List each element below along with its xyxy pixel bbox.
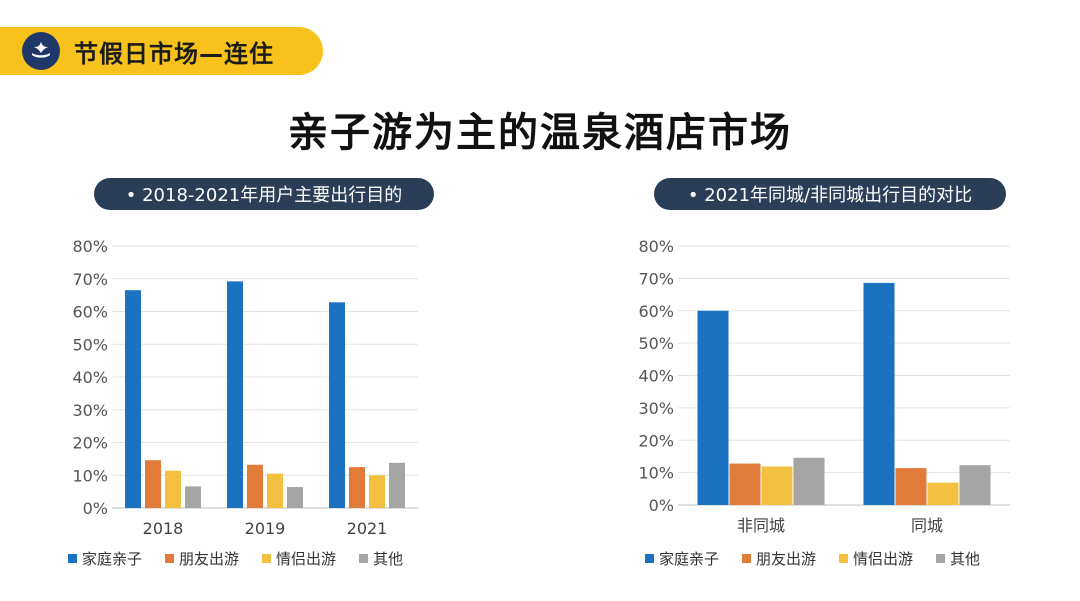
logo-icon <box>22 32 60 70</box>
bar: 情侣出游 2019: 10.5% <box>267 473 283 508</box>
y-tick-label: 60% <box>72 303 108 322</box>
bar: 朋友出游 同城: 11.4% <box>895 468 927 505</box>
legend-label: 其他 <box>373 550 404 568</box>
x-tick-label: 2021 <box>347 519 388 536</box>
legend-label: 朋友出游 <box>179 550 240 568</box>
bar: 家庭亲子 2021: 62.8% <box>329 302 345 508</box>
y-tick-label: 80% <box>72 237 108 256</box>
legend-item: 情侣出游 <box>262 548 336 569</box>
legend-item: 朋友出游 <box>742 548 816 569</box>
bar: 朋友出游 2019: 13.2% <box>247 464 263 508</box>
bar: 朋友出游 非同城: 12.8% <box>729 463 761 505</box>
legend-swatch <box>165 554 175 563</box>
legend-item: 其他 <box>936 548 980 569</box>
bar: 其他 非同城: 14.6% <box>793 457 825 505</box>
bar: 情侣出游 同城: 6.9% <box>927 482 959 505</box>
bar: 朋友出游 2018: 14.6% <box>145 460 161 508</box>
y-tick-label: 0% <box>83 499 108 518</box>
bar: 其他 2019: 6.4% <box>287 487 303 508</box>
y-tick-label: 60% <box>638 302 674 321</box>
legend-swatch <box>262 554 272 563</box>
legend-item: 情侣出游 <box>839 548 913 569</box>
bar: 家庭亲子 2018: 66.5% <box>125 290 141 508</box>
bar: 其他 2021: 13.8% <box>389 462 405 508</box>
chart-title-left: • 2018-2021年用户主要出行目的 <box>94 178 434 210</box>
bar: 情侣出游 2018: 11.4% <box>165 470 181 508</box>
x-tick-label: 2018 <box>143 519 184 536</box>
legend-swatch <box>742 554 752 563</box>
legend-item: 其他 <box>359 548 403 569</box>
section-tag: 节假日市场—连住 <box>0 27 323 75</box>
legend-label: 家庭亲子 <box>659 550 720 568</box>
y-tick-label: 50% <box>638 334 674 353</box>
page-title: 亲子游为主的温泉酒店市场 <box>288 110 792 156</box>
bar: 朋友出游 2021: 12.5% <box>349 467 365 508</box>
y-tick-label: 20% <box>638 431 674 450</box>
legend-label: 情侣出游 <box>853 550 914 568</box>
y-tick-label: 50% <box>72 335 108 354</box>
y-tick-label: 20% <box>72 434 108 453</box>
legend-item: 家庭亲子 <box>645 548 719 569</box>
y-tick-label: 40% <box>638 367 674 386</box>
y-tick-label: 70% <box>72 270 108 289</box>
bar: 情侣出游 2021: 10% <box>369 475 385 508</box>
legend-swatch <box>936 554 946 563</box>
y-tick-label: 0% <box>649 496 674 515</box>
bar-chart-right: 0%10%20%30%40%50%60%70%80%家庭亲子 非同城: 60%朋… <box>638 237 1010 535</box>
x-tick-label: 非同城 <box>737 516 785 535</box>
chart-title-right: • 2021年同城/非同城出行目的对比 <box>654 178 1006 210</box>
bar: 其他 2018: 6.6% <box>185 486 201 508</box>
legend-left: 家庭亲子 朋友出游 情侣出游 其他 <box>68 548 426 569</box>
bar: 家庭亲子 同城: 68.6% <box>863 282 895 505</box>
legend-label: 朋友出游 <box>756 550 817 568</box>
legend-swatch <box>68 554 77 563</box>
legend-label: 其他 <box>950 550 981 568</box>
bar: 其他 同城: 12.3% <box>959 465 991 505</box>
legend-swatch <box>359 554 369 563</box>
section-tag-label: 节假日市场—连住 <box>74 39 274 68</box>
bar: 家庭亲子 非同城: 60% <box>697 310 729 505</box>
legend-item: 朋友出游 <box>165 548 239 569</box>
y-tick-label: 80% <box>638 237 674 256</box>
x-tick-label: 2019 <box>245 519 286 536</box>
y-tick-label: 70% <box>638 269 674 288</box>
y-tick-label: 10% <box>638 464 674 483</box>
y-tick-label: 10% <box>72 466 108 485</box>
y-tick-label: 30% <box>72 401 108 420</box>
bar: 情侣出游 非同城: 11.9% <box>761 466 793 505</box>
legend-label: 家庭亲子 <box>82 550 143 568</box>
legend-right: 家庭亲子 朋友出游 情侣出游 其他 <box>645 548 1003 569</box>
bar: 家庭亲子 2019: 69.2% <box>227 281 243 508</box>
bar-chart-left: 0% 10% 20% 30% 40% 50% 60% 70% 80% 家庭亲子 2018: 66.… <box>72 237 418 536</box>
legend-swatch <box>645 554 654 563</box>
legend-item: 家庭亲子 <box>68 548 142 569</box>
legend-swatch <box>839 554 849 563</box>
legend-label: 情侣出游 <box>276 550 337 568</box>
y-tick-label: 40% <box>72 368 108 387</box>
x-tick-label: 同城 <box>911 516 943 535</box>
y-tick-label: 30% <box>638 399 674 418</box>
